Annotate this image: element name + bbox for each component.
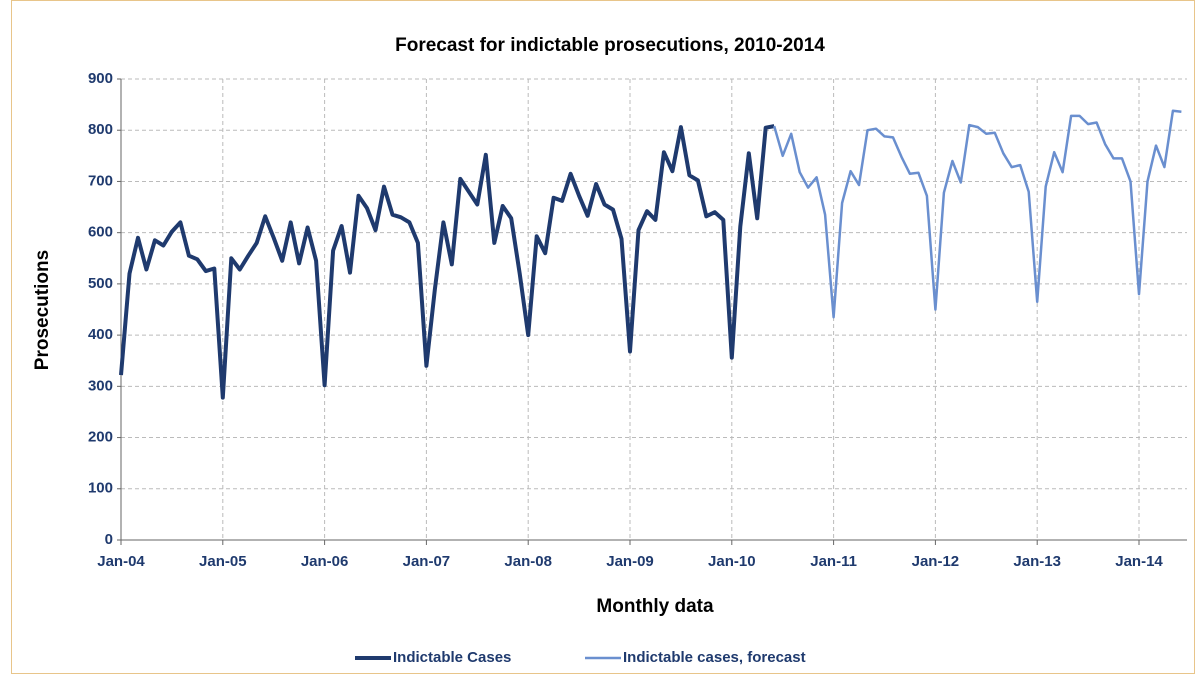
y-tick-label: 600	[88, 224, 113, 241]
x-tick-label: Jan-08	[504, 553, 552, 570]
y-tick-label: 400	[88, 326, 113, 343]
y-tick-label: 200	[88, 429, 113, 446]
frame	[11, 0, 1195, 674]
x-tick-label: Jan-09	[606, 553, 654, 570]
y-tick-label: 300	[88, 377, 113, 394]
x-tick-label: Jan-12	[912, 553, 960, 570]
chart-title: Forecast for indictable prosecutions, 20…	[395, 35, 825, 56]
x-tick-label: Jan-13	[1013, 553, 1061, 570]
y-tick-label: 500	[88, 275, 113, 292]
x-tick-label: Jan-11	[810, 553, 857, 570]
legend-label: Indictable Cases	[393, 649, 511, 666]
y-tick-label: 700	[88, 172, 113, 189]
y-tick-label: 100	[88, 480, 113, 497]
x-tick-label: Jan-04	[97, 553, 145, 570]
y-axis-title: Prosecutions	[32, 250, 53, 370]
x-tick-label: Jan-05	[199, 553, 247, 570]
y-tick-label: 900	[88, 70, 113, 87]
x-axis-title: Monthly data	[596, 596, 714, 617]
series-line	[119, 124, 775, 400]
x-tick-label: Jan-07	[403, 553, 451, 570]
series-line	[772, 109, 1182, 319]
legend-label: Indictable cases, forecast	[623, 649, 806, 666]
y-tick-label: 0	[105, 531, 113, 548]
x-tick-label: Jan-06	[301, 553, 349, 570]
x-tick-label: Jan-10	[708, 553, 756, 570]
x-tick-label: Jan-14	[1115, 553, 1163, 570]
y-tick-label: 800	[88, 121, 113, 138]
